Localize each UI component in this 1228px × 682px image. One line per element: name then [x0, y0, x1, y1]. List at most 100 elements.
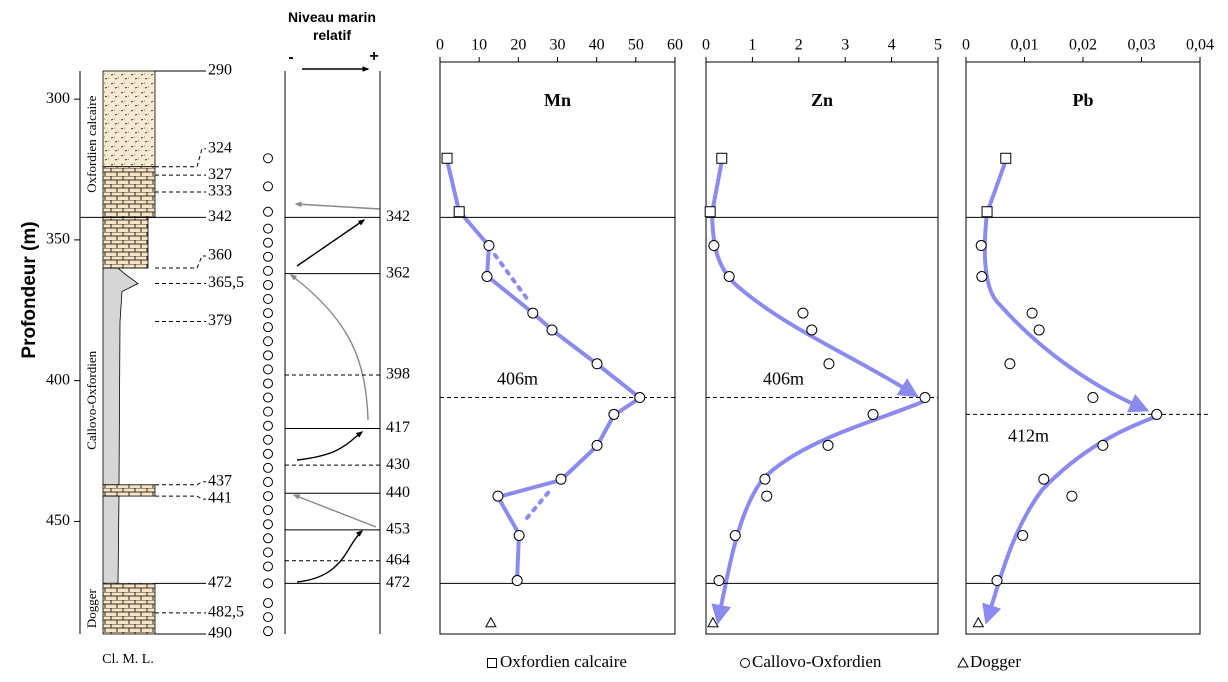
sample-point	[263, 491, 273, 502]
data-point	[919, 392, 931, 404]
panel-frame	[705, 61, 939, 635]
x-tick-label: 20	[510, 37, 526, 54]
boundary-label: 360	[208, 247, 232, 264]
panel-frame	[439, 61, 676, 635]
boundary-label: 490	[208, 625, 232, 642]
legend-marker	[957, 656, 969, 668]
sample-point	[263, 223, 273, 234]
data-point	[806, 324, 818, 336]
data-point	[1026, 307, 1038, 319]
data-point	[723, 270, 735, 282]
level-label: 398	[386, 366, 410, 383]
boundary-label: 441	[208, 490, 232, 507]
sample-point	[263, 561, 273, 572]
peak-label: 412m	[1008, 426, 1049, 446]
unit-label: Callovo-Oxfordien	[84, 350, 99, 449]
lithology-layer	[102, 216, 149, 269]
sample-point	[263, 578, 273, 589]
sample-point	[263, 294, 273, 305]
data-point	[1038, 473, 1050, 485]
legend-label: Dogger	[970, 652, 1021, 671]
sample-point	[263, 206, 273, 217]
lithology-layer	[102, 166, 156, 218]
sample-point	[263, 350, 273, 361]
boundary-line	[155, 481, 206, 486]
unit-label: Oxfordien calcaire	[84, 95, 99, 192]
data-point	[707, 616, 719, 628]
x-tick-label: 2	[795, 37, 803, 54]
data-point	[716, 152, 728, 164]
trend-line	[711, 400, 924, 625]
sample-point	[263, 533, 273, 544]
sample-point	[263, 237, 273, 248]
x-tick-label: 4	[888, 37, 896, 54]
data-point	[1097, 439, 1109, 451]
data-point	[492, 490, 504, 502]
boundary-line	[155, 255, 206, 269]
chart-title: Mn	[544, 90, 571, 110]
y-tick-label: 450	[46, 512, 70, 529]
data-point	[546, 324, 558, 336]
sea-level-arrows	[289, 66, 381, 583]
y-tick-label: 300	[46, 90, 70, 107]
data-point	[527, 307, 539, 319]
sample-point	[263, 364, 273, 375]
data-point	[704, 206, 716, 218]
data-point	[555, 473, 567, 485]
data-point	[797, 307, 809, 319]
data-point	[1004, 358, 1016, 370]
data-point	[591, 439, 603, 451]
panel-frame	[965, 61, 1201, 635]
x-tick-label: 50	[628, 37, 644, 54]
level-label: 464	[386, 551, 410, 568]
chart-title: Zn	[811, 90, 833, 110]
lithology-layer	[102, 70, 156, 168]
trend-line	[982, 158, 1150, 413]
trend-line	[710, 158, 919, 398]
sample-point	[263, 265, 273, 276]
y-tick-label: 350	[46, 231, 70, 248]
x-tick-label: 0,04	[1186, 37, 1214, 54]
data-point	[975, 240, 987, 252]
transgression-arrow	[296, 431, 364, 461]
plus-sign: +	[369, 48, 378, 65]
legend-marker	[740, 658, 750, 668]
boundary-label: 327	[208, 166, 232, 183]
data-point	[759, 473, 771, 485]
data-point	[1033, 324, 1045, 336]
x-tick-label: 60	[667, 37, 683, 54]
x-tick-label: 0	[962, 37, 970, 54]
boundary-label: 472	[208, 574, 232, 591]
data-point	[1066, 490, 1078, 502]
sample-point	[263, 251, 273, 262]
x-tick-label: 3	[841, 37, 849, 54]
trend-line	[445, 158, 642, 583]
level-label: 453	[386, 521, 410, 538]
x-tick-label: 0	[702, 37, 710, 54]
sample-point	[263, 434, 273, 445]
data-point	[485, 616, 497, 628]
data-point	[729, 529, 741, 541]
sample-point	[263, 519, 273, 530]
peak-label: 406m	[763, 369, 804, 389]
level-label: 417	[386, 419, 410, 436]
data-point	[634, 392, 646, 404]
sample-point	[263, 392, 273, 403]
boundary-label: 379	[208, 312, 232, 329]
sample-point	[263, 626, 273, 637]
sample-point	[263, 612, 273, 623]
data-point	[867, 408, 879, 420]
boundary-label: 342	[208, 208, 232, 225]
x-tick-label: 0	[436, 37, 444, 54]
legend-label: Oxfordien calcaire	[500, 652, 627, 671]
data-point	[822, 439, 834, 451]
sample-point	[263, 406, 273, 417]
x-tick-label: 10	[471, 37, 487, 54]
data-point	[483, 240, 495, 252]
data-point	[991, 575, 1003, 587]
x-tick-label: 0,03	[1128, 37, 1156, 54]
data-point	[511, 575, 523, 587]
data-point	[453, 206, 465, 218]
x-tick-label: 30	[550, 37, 566, 54]
